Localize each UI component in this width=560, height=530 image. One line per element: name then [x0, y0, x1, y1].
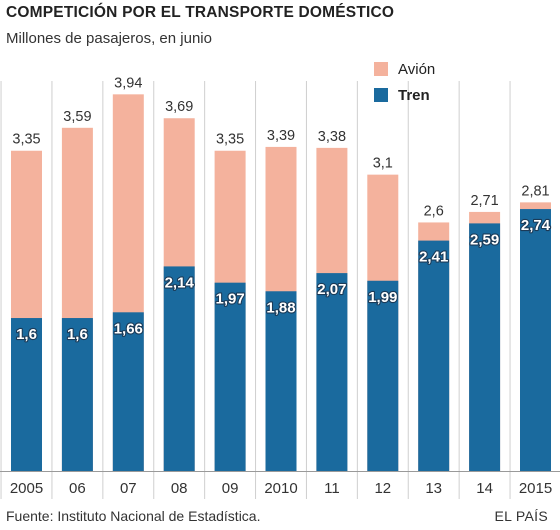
legend-label-avion: Avión [398, 60, 436, 78]
data-label-avion: 3,59 [63, 109, 91, 125]
bar-tren [418, 240, 450, 471]
data-label-tren: 2,74 [521, 217, 551, 234]
x-tick-label: 12 [374, 480, 391, 497]
data-label-tren: 2,07 [317, 281, 346, 298]
data-label-tren: 1,97 [215, 291, 244, 308]
bar-tren [163, 266, 195, 471]
data-label-avion: 3,38 [318, 129, 346, 145]
bar-tren [11, 318, 42, 471]
x-tick-label: 14 [476, 480, 493, 497]
x-tick-label: 13 [425, 480, 442, 497]
x-tick-label: 2005 [10, 480, 43, 497]
legend: Avión Tren [374, 60, 435, 112]
x-tick-label: 07 [120, 480, 137, 497]
data-label-avion: 3,94 [114, 75, 142, 91]
data-label-avion: 2,71 [470, 193, 498, 209]
x-tick-label: 11 [324, 480, 340, 497]
data-label-tren: 2,14 [165, 274, 195, 291]
legend-swatch-tren [374, 88, 388, 102]
data-label-tren: 1,66 [114, 320, 143, 337]
bar-tren [520, 209, 551, 471]
chart-subtitle: Millones de pasajeros, en junio [6, 30, 212, 47]
data-label-avion: 3,39 [267, 128, 295, 144]
bar-tren [316, 273, 348, 471]
legend-swatch-avion [374, 62, 388, 76]
bar-tren [265, 291, 297, 471]
x-tick-label: 09 [222, 480, 239, 497]
bar-tren [469, 223, 501, 471]
x-tick-label: 08 [171, 480, 188, 497]
legend-item-tren: Tren [374, 86, 435, 104]
legend-label-tren: Tren [398, 86, 430, 104]
data-label-tren: 1,99 [368, 289, 397, 306]
data-label-avion: 2,81 [521, 183, 549, 199]
data-label-avion: 3,35 [216, 132, 244, 148]
legend-item-avion: Avión [374, 60, 435, 78]
x-tick-label: 06 [69, 480, 86, 497]
data-label-tren: 1,88 [266, 299, 295, 316]
data-label-avion: 3,35 [12, 132, 40, 148]
bar-tren [112, 312, 144, 471]
bar-tren [214, 282, 246, 471]
data-label-tren: 2,41 [419, 249, 448, 266]
data-label-avion: 3,1 [373, 156, 393, 172]
brand-credit: EL PAÍS [494, 508, 548, 524]
bar-tren [61, 318, 93, 471]
data-label-avion: 2,6 [424, 203, 444, 219]
bar-tren [367, 280, 399, 471]
x-tick-label: 2015 [519, 480, 552, 497]
data-label-tren: 1,6 [16, 326, 37, 343]
chart-title: COMPETICIÓN POR EL TRANSPORTE DOMÉSTICO [6, 4, 395, 21]
data-label-tren: 1,6 [67, 326, 88, 343]
data-label-tren: 2,59 [470, 231, 499, 248]
data-label-avion: 3,69 [165, 99, 193, 115]
x-tick-label: 2010 [264, 480, 297, 497]
source-note: Fuente: Instituto Nacional de Estadístic… [6, 508, 261, 524]
